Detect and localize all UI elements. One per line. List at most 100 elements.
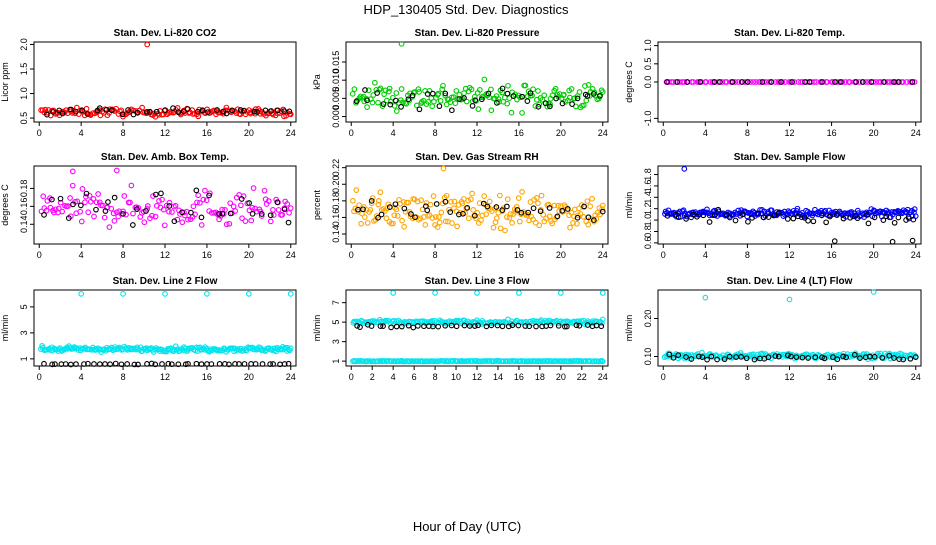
- data-point: [911, 206, 918, 212]
- data-point: [193, 187, 200, 194]
- data-point: [675, 214, 682, 221]
- data-point: [436, 103, 443, 110]
- data-point: [196, 200, 203, 206]
- data-point: [886, 352, 893, 359]
- data-point: [739, 79, 745, 85]
- series-hourly: [41, 187, 292, 228]
- outlier-point: [390, 290, 397, 296]
- data-point: [584, 93, 591, 99]
- data-point: [286, 108, 293, 115]
- data-point: [429, 90, 436, 97]
- series-hourly: [664, 206, 917, 227]
- data-point: [41, 360, 47, 367]
- data-point: [213, 347, 220, 353]
- x-tick-label: 12: [472, 250, 482, 260]
- data-point: [375, 214, 381, 221]
- data-point: [203, 197, 210, 204]
- data-point: [68, 106, 74, 113]
- data-point: [437, 97, 444, 104]
- data-point: [386, 88, 392, 95]
- data-point: [392, 201, 399, 208]
- data-point: [161, 222, 168, 229]
- data-point: [587, 203, 594, 210]
- x-tick-label: 2: [370, 372, 375, 382]
- data-point: [270, 361, 276, 367]
- data-point: [590, 91, 597, 97]
- data-point: [377, 323, 384, 330]
- data-point: [747, 79, 754, 85]
- x-tick-label: 14: [493, 372, 503, 382]
- outlier-point: [144, 41, 151, 48]
- data-point: [486, 198, 493, 205]
- data-point: [78, 218, 85, 225]
- data-point: [519, 189, 525, 195]
- data-point: [472, 215, 479, 221]
- data-point: [159, 196, 165, 203]
- x-tick-label: 4: [703, 250, 708, 260]
- y-tick-label: 0.22: [331, 159, 341, 177]
- outlier-point: [432, 290, 438, 296]
- data-point: [414, 198, 421, 205]
- x-tick-label: 8: [121, 250, 126, 260]
- data-point: [784, 216, 791, 222]
- data-point: [131, 361, 138, 368]
- data-point: [427, 201, 434, 208]
- data-point: [576, 89, 583, 95]
- data-point: [912, 354, 919, 360]
- data-point: [368, 198, 375, 204]
- data-point: [576, 322, 583, 329]
- data-point: [435, 214, 442, 220]
- data-point: [881, 79, 887, 85]
- series-all-samples: [349, 76, 606, 116]
- data-point: [513, 203, 520, 210]
- data-point: [230, 203, 237, 210]
- outlier-point: [204, 291, 210, 297]
- data-point: [418, 197, 425, 203]
- x-tick-label: 4: [79, 372, 84, 382]
- x-tick-label: 4: [703, 372, 708, 382]
- data-point: [827, 213, 833, 220]
- y-tick-label: 0.14: [331, 225, 341, 243]
- x-tick-label: 12: [472, 372, 482, 382]
- data-point: [351, 86, 358, 92]
- data-point: [443, 192, 450, 199]
- outlier-point: [474, 290, 480, 296]
- data-point: [856, 79, 863, 85]
- data-point: [799, 354, 806, 361]
- y-tick-label: 0.18: [19, 180, 29, 198]
- data-point: [517, 358, 524, 364]
- data-point: [262, 107, 269, 114]
- data-point: [485, 90, 492, 97]
- data-point: [361, 214, 368, 220]
- data-point: [576, 205, 582, 212]
- data-point: [452, 100, 459, 107]
- panel-title: Stan. Dev. Gas Stream RH: [415, 152, 538, 163]
- data-point: [475, 322, 481, 329]
- data-point: [726, 214, 733, 221]
- data-point: [287, 345, 294, 352]
- data-point: [57, 195, 64, 202]
- data-point: [281, 361, 288, 367]
- data-point: [751, 356, 758, 363]
- y-tick-label: 1.0: [643, 214, 653, 227]
- data-point: [768, 79, 774, 85]
- outlier-point: [440, 165, 447, 172]
- data-point: [534, 195, 540, 201]
- data-point: [505, 358, 511, 365]
- data-point: [805, 355, 811, 361]
- x-tick-label: 24: [286, 128, 296, 138]
- data-point: [172, 202, 179, 209]
- data-point: [214, 107, 220, 113]
- data-point: [182, 361, 189, 368]
- x-tick-label: 24: [286, 250, 296, 260]
- x-tick-label: 6: [412, 372, 417, 382]
- data-point: [96, 199, 103, 206]
- data-point: [766, 79, 773, 85]
- outlier-point: [831, 238, 838, 245]
- data-point: [120, 208, 126, 215]
- data-point: [742, 79, 748, 85]
- outlier-point: [69, 168, 76, 175]
- chart-panel-6: Stan. Dev. Sample Flow ml/min 0 4 8 12 16 20 24 0…: [624, 152, 922, 260]
- outlier-point: [599, 290, 606, 296]
- data-point: [391, 212, 398, 219]
